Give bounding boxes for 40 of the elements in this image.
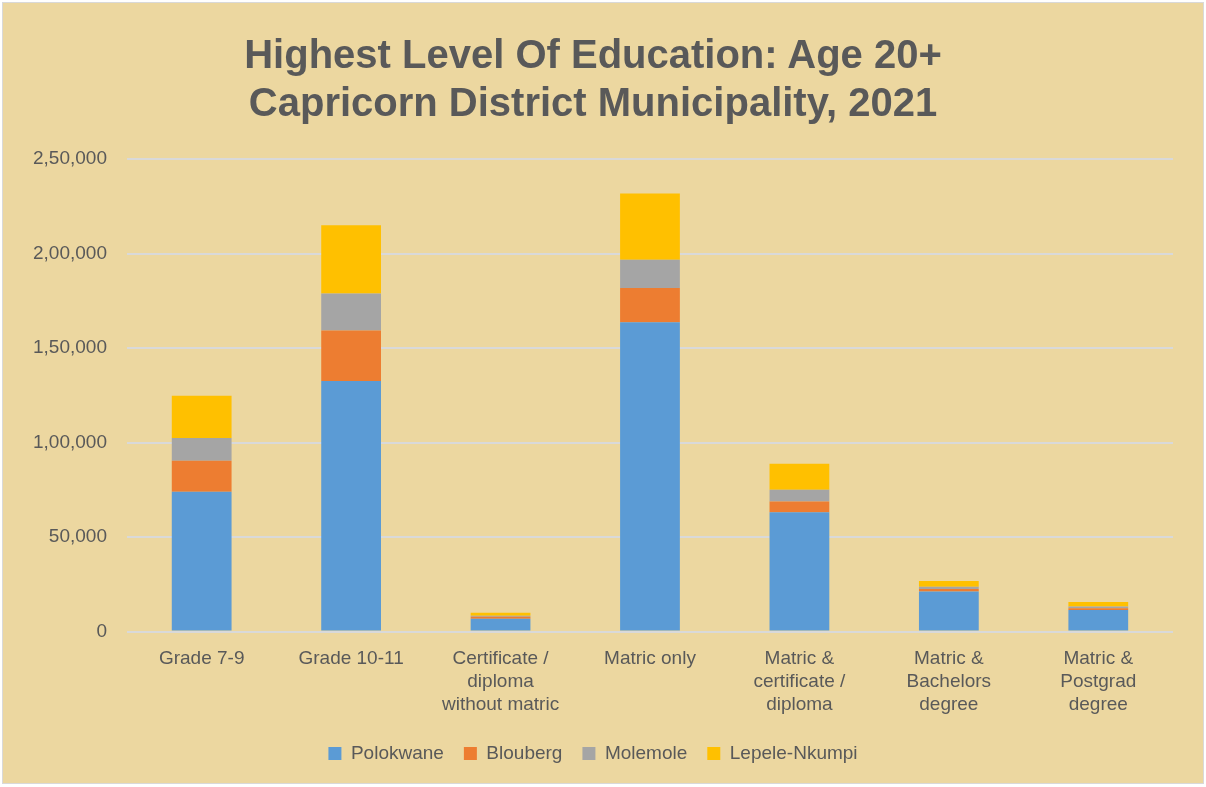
x-tick-label: Grade 10-11 xyxy=(298,647,404,669)
y-tick-label: 2,50,000 xyxy=(32,147,107,169)
bar xyxy=(1068,610,1129,631)
x-tick-label: Matric & certificate / diploma xyxy=(753,647,847,714)
y-tick-label: 1,00,000 xyxy=(32,430,107,452)
bar xyxy=(321,380,381,631)
y-tick-label: 1,50,000 xyxy=(32,336,107,358)
x-tick-label: Matric only xyxy=(604,647,697,669)
chart-subtitle: Capricorn District Municipality, 2021 xyxy=(248,80,938,125)
bar xyxy=(321,225,381,294)
bar xyxy=(769,463,830,490)
bar xyxy=(171,395,232,439)
bar xyxy=(918,580,979,587)
legend-label: Lepele-Nkumpi xyxy=(729,741,858,763)
bar xyxy=(769,489,830,502)
bar xyxy=(769,501,830,513)
bar xyxy=(470,618,531,631)
bar xyxy=(620,288,680,323)
bar xyxy=(171,438,232,461)
legend-label: Polokwane xyxy=(350,741,444,763)
y-tick-label: 50,000 xyxy=(48,525,107,547)
bar xyxy=(1068,602,1129,607)
legend-label: Blouberg xyxy=(486,741,563,763)
y-tick-label: 2,00,000 xyxy=(32,241,107,263)
bar xyxy=(769,512,830,631)
x-tick-label: Certificate / diploma without matric xyxy=(440,647,560,714)
y-tick-label: 0 xyxy=(96,619,107,641)
x-tick-label: Grade 7-9 xyxy=(158,647,245,669)
bar xyxy=(171,460,232,492)
legend-label: Molemole xyxy=(604,741,688,763)
bar xyxy=(918,591,979,631)
chart-title: Highest Level Of Education: Age 20+ xyxy=(244,32,942,77)
bar xyxy=(171,491,232,631)
bar xyxy=(620,322,680,631)
bar xyxy=(321,293,381,331)
bar xyxy=(620,259,680,289)
x-tick-label: Matric & Bachelors degree xyxy=(906,647,992,714)
bar xyxy=(620,193,680,260)
x-tick-label: Matric & Postgrad degree xyxy=(1060,647,1137,714)
bar xyxy=(321,330,381,381)
